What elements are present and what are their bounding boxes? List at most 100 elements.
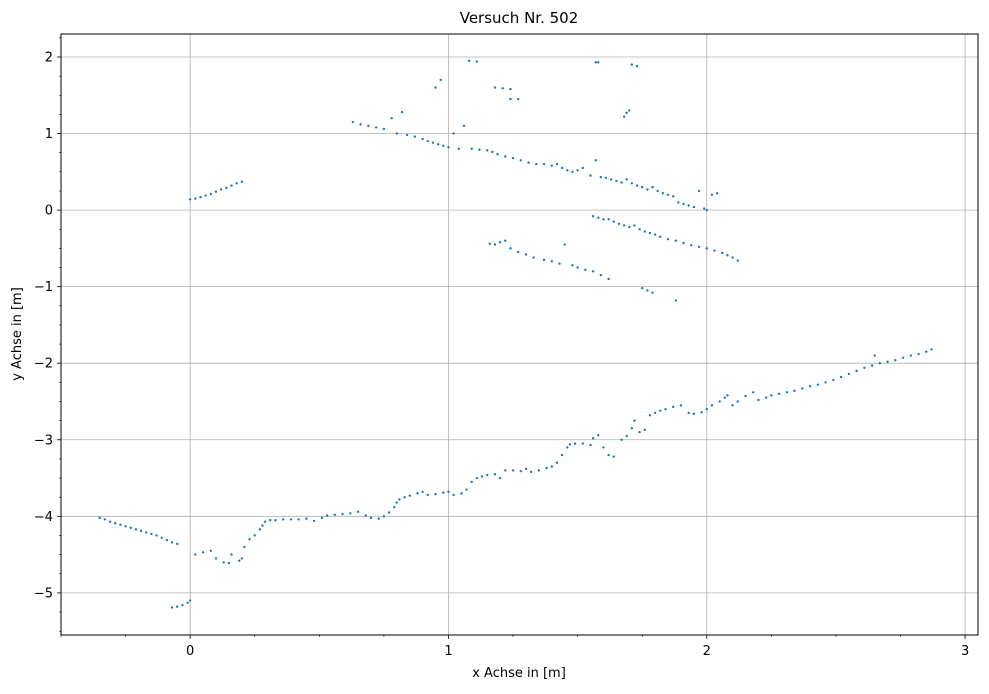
data-point [573,442,577,445]
data-point [421,137,424,141]
data-point [393,505,396,509]
data-point [359,123,362,126]
data-point [566,169,569,172]
data-point [493,86,497,89]
data-point [653,233,657,236]
data-points [98,59,933,609]
data-point [119,523,122,526]
data-point [713,249,716,252]
data-point [416,492,419,495]
data-point [726,394,729,397]
data-point [607,277,610,281]
data-point [576,169,579,172]
data-point [98,516,101,520]
data-point [886,360,889,363]
data-point [439,78,442,82]
data-point [227,561,231,565]
data-point [263,520,267,523]
data-point [426,139,429,143]
data-point [176,542,179,546]
data-point [863,366,866,370]
data-point [400,110,404,114]
data-point [855,369,858,373]
data-point [671,405,675,409]
data-point [447,146,450,149]
data-point [312,519,316,523]
data-point [395,132,399,135]
data-point [139,529,143,533]
x-tick-label: 2 [703,644,711,659]
data-point [188,599,192,602]
data-point [356,510,360,513]
data-point [635,184,639,187]
data-point [646,188,649,191]
x-axis-label: x Achse in [m] [472,666,566,681]
data-point [633,224,636,227]
data-point [351,120,355,124]
y-tick-label: 1 [45,127,53,142]
data-point [542,258,546,262]
data-point [793,389,796,392]
data-point [752,391,755,394]
data-point [602,446,605,449]
data-point [702,207,706,210]
data-point [589,174,592,177]
data-point [638,228,641,231]
data-point [488,242,491,245]
data-point [253,534,256,537]
data-point [607,218,610,221]
data-point [243,545,246,549]
data-point [434,86,437,89]
data-point [524,467,528,471]
data-point [170,541,174,544]
data-point [405,133,409,137]
data-point [710,193,714,196]
data-point [622,115,626,118]
data-point [349,512,352,515]
y-tick-label: −5 [34,586,53,601]
data-point [653,411,657,415]
axis-ticks: 0 1 2 3 2 1 0 −1 −2 −3 −4 −5 [34,37,969,659]
y-tick-label: −4 [34,510,53,525]
data-point [230,553,233,556]
data-point [594,159,597,162]
data-point [576,266,579,269]
data-point [597,61,600,64]
data-point [555,162,559,166]
data-point [625,111,628,115]
data-point [550,465,553,468]
data-point [537,469,541,472]
data-point [646,289,649,292]
data-point [395,501,399,504]
data-point [325,514,329,517]
data-point [129,526,132,530]
data-point [493,243,497,246]
data-point [235,182,238,185]
y-tick-label: −3 [34,433,53,448]
x-tick-label: 0 [186,644,194,659]
data-point [630,182,634,185]
data-point [493,473,497,476]
data-point [219,188,223,191]
data-point [917,352,920,356]
data-point [930,348,933,351]
data-point [442,491,445,494]
data-point [571,170,574,174]
data-point [666,237,670,241]
data-point [261,524,264,527]
data-point [687,204,690,207]
data-point [442,144,445,147]
data-point [839,375,843,379]
chart-title: Versuch Nr. 502 [460,9,579,27]
data-point [878,362,882,365]
data-point [591,437,595,440]
data-point [545,466,548,470]
data-point [677,201,680,204]
data-point [757,398,760,402]
data-point [165,538,169,542]
data-point [705,407,708,411]
data-point [504,469,507,472]
data-point [209,192,213,196]
data-point [529,470,533,474]
